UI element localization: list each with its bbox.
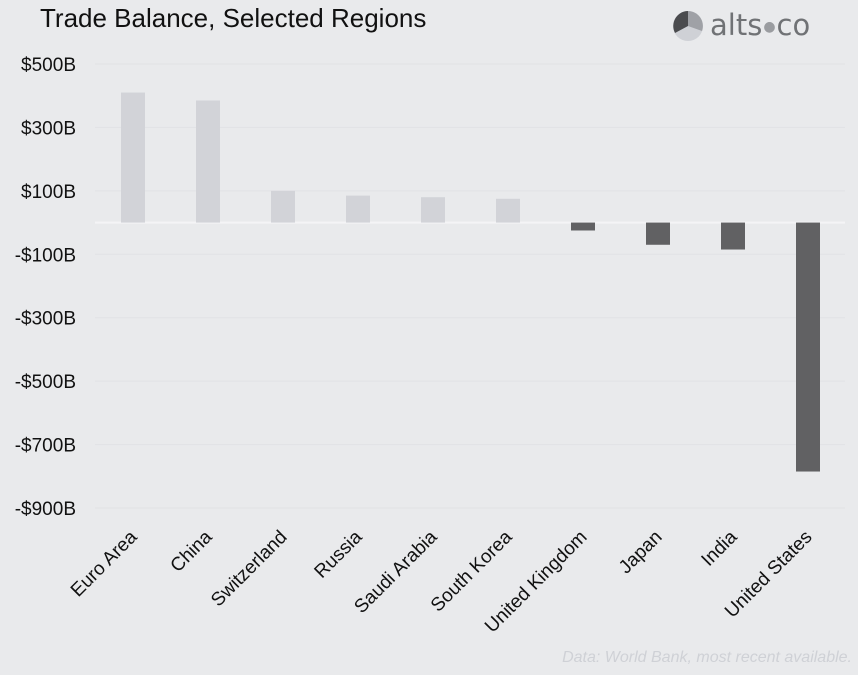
source-note: Data: World Bank, most recent available. [562,649,852,666]
bar-india [721,222,745,250]
bar-united-kingdom [571,222,595,231]
chart-title: Trade Balance, Selected Regions [40,3,426,33]
bar-switzerland [271,190,295,223]
y-axis-ticks: $500B $300B $100B -$100B -$300B -$500B -$700B -… [15,55,76,520]
bar-russia [346,195,370,223]
bar-china [196,100,220,223]
pie-logo-icon [673,11,703,41]
y-tick-label: $300B [21,118,76,139]
x-category-label: India [698,526,742,570]
bar-saudi-arabia [421,197,445,223]
y-tick-label: $500B [21,55,76,76]
bar-united-states [796,222,820,472]
y-tick-label: -$100B [15,245,76,266]
x-category-label: Japan [615,527,666,578]
brand-logo: alts●co [673,8,810,42]
logo-text: alts●co [710,8,810,42]
y-tick-label: $100B [21,182,76,203]
bar-euro-area [121,92,145,223]
bar-south-korea [496,198,520,223]
y-tick-label: -$700B [15,436,76,457]
bars [121,92,820,472]
y-tick-label: -$500B [15,372,76,393]
x-category-label: Euro Area [67,526,142,601]
x-category-label: China [167,526,217,576]
x-category-label: Switzerland [207,527,291,611]
bar-japan [646,222,670,245]
y-tick-label: -$900B [15,499,76,520]
x-category-label: Russia [311,526,367,582]
y-tick-label: -$300B [15,309,76,330]
